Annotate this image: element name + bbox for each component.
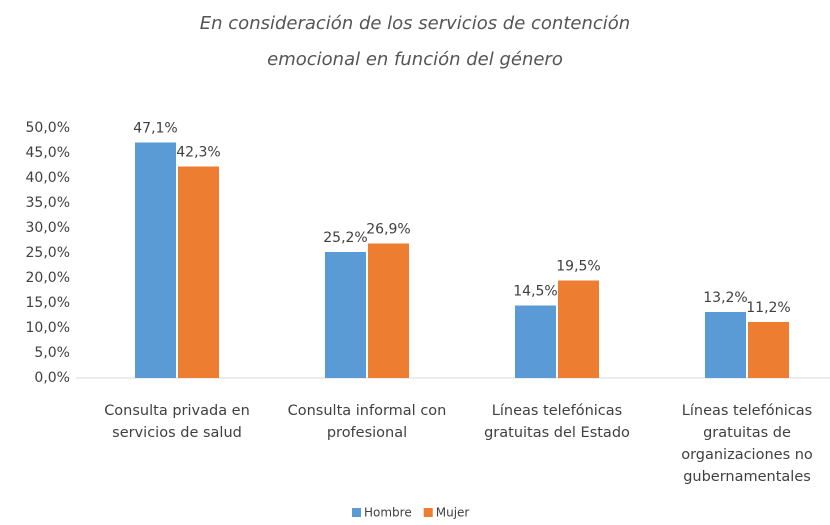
y-tick-label: 35,0% [26, 195, 70, 211]
x-tick-label: Consulta privada en servicios de salud [104, 403, 250, 441]
legend-swatch [423, 508, 433, 517]
data-label: 13,2% [703, 290, 747, 306]
data-label: 47,1% [133, 121, 177, 137]
y-tick-label: 5,0% [34, 345, 70, 361]
data-label: 11,2% [746, 300, 790, 316]
y-tick-label: 20,0% [26, 270, 70, 286]
data-label: 19,5% [556, 259, 600, 275]
data-label: 42,3% [176, 145, 220, 161]
bar [178, 166, 219, 378]
y-tick-label: 40,0% [26, 170, 70, 186]
data-label: 25,2% [323, 230, 367, 246]
x-tick-label: Líneas telefónicas gratuitas de organiza… [681, 403, 813, 485]
legend-label: Mujer [436, 506, 470, 520]
bar [135, 142, 176, 378]
y-tick-label: 45,0% [26, 145, 70, 161]
legend-label: Hombre [364, 506, 412, 520]
chart-title: En consideración de los servicios de con… [199, 13, 631, 70]
bar [368, 243, 409, 378]
data-label: 26,9% [366, 222, 410, 238]
y-tick-label: 0,0% [34, 370, 70, 386]
y-tick-label: 30,0% [26, 220, 70, 236]
x-tick-label: Líneas telefónicas gratuitas del Estado [484, 403, 630, 441]
y-tick-label: 50,0% [26, 120, 70, 136]
y-tick-label: 10,0% [26, 320, 70, 336]
legend-swatch [352, 508, 361, 517]
x-tick-label: Consulta informal con profesional [287, 403, 447, 441]
bar [705, 312, 746, 378]
bar [515, 305, 556, 378]
y-tick-label: 25,0% [26, 245, 70, 261]
y-tick-label: 15,0% [26, 295, 70, 311]
bar [558, 280, 599, 378]
data-label: 14,5% [513, 284, 557, 300]
bar [325, 252, 366, 378]
bar [748, 322, 789, 378]
